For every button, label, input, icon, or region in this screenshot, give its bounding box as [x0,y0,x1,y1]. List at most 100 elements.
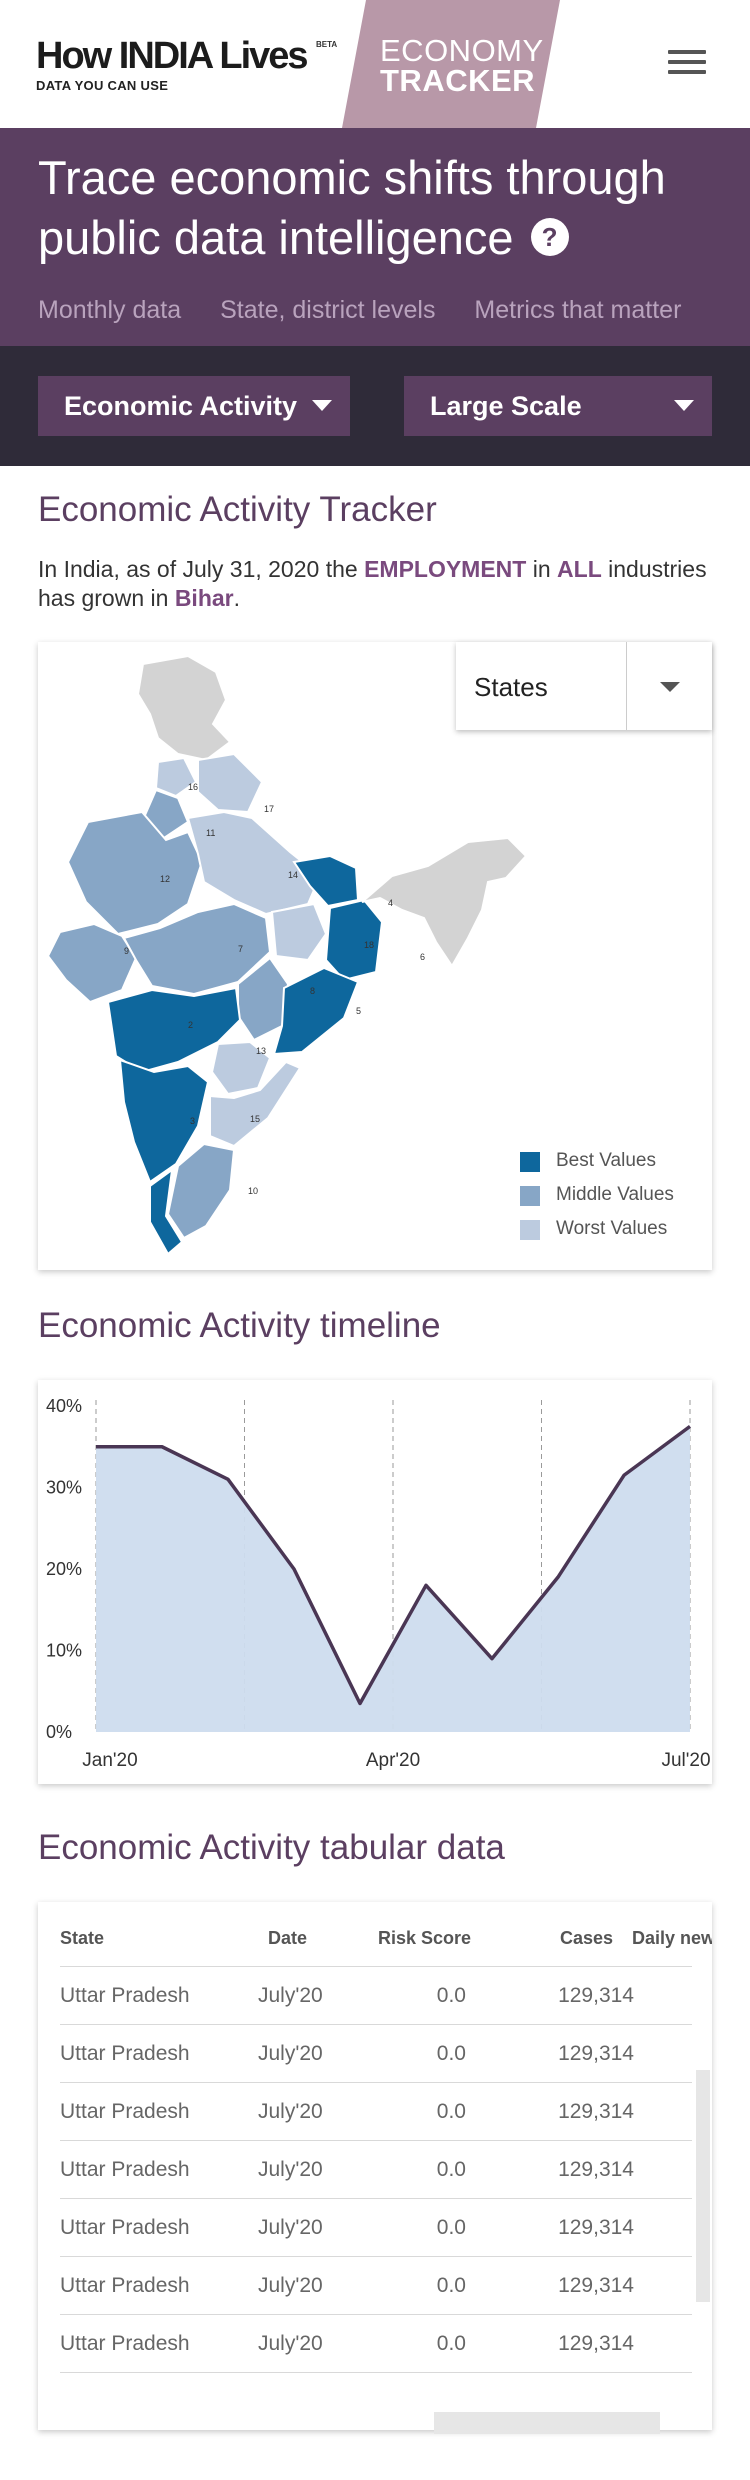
tracker-summary: In India, as of July 31, 2020 the EMPLOY… [38,556,707,611]
column-header-risk-score[interactable]: Risk Score [378,1928,472,1948]
region-level-select[interactable]: States [456,642,712,730]
state-number-label: 4 [388,898,393,908]
map-state-12[interactable] [66,810,204,936]
timeline-line [96,1424,692,1706]
data-table: State Date Risk Score Cases Daily new ca… [60,1902,712,2442]
scale-dropdown-label: Large Scale [430,391,582,421]
summary-region: Bihar [174,585,234,611]
cell-cases: 129,314 [558,2042,634,2065]
cell-cases: 129,314 [558,2274,634,2297]
cell-risk-score: 0.0 [436,2042,466,2065]
state-number-label: 5 [356,1006,361,1016]
cell-risk-score: 0.0 [436,2100,466,2123]
region-level-label: States [474,672,548,702]
timeline-chart: 40% 30% 20% 10% 0% Jan'20 Apr'20 Jul'20 [46,1396,711,1771]
state-number-label: 10 [248,1186,258,1196]
hamburger-icon[interactable] [668,50,706,78]
chevron-down-icon [312,400,332,411]
map-state-17[interactable] [197,752,264,814]
summary-scope: ALL [557,556,602,582]
map-state-7[interactable] [122,902,272,996]
india-map-card: 16 17 11 12 14 18 9 7 8 4 6 2 13 3 15 10… [38,642,712,1270]
table-title: Economic Activity tabular data [38,1828,505,1867]
cell-date: July'20 [258,2100,323,2123]
map-state-3[interactable] [118,1058,210,1184]
cell-cases: 129,314 [558,2158,634,2181]
tracker-title-line2: TRACKER [380,63,536,98]
map-region-northeast[interactable] [361,836,528,968]
timeline-title: Economic Activity timeline [38,1306,441,1345]
y-tick-label: 40% [46,1396,82,1416]
map-state-15[interactable] [209,1060,302,1148]
state-number-label: 16 [188,782,198,792]
help-icon[interactable]: ? [530,218,569,256]
map-state-5[interactable] [272,966,360,1056]
tag-monthly: Monthly data [38,296,182,324]
state-number-label: 3 [190,1116,195,1126]
logo-wordmark: How INDIA Lives [36,35,309,77]
column-header-daily-new-cases[interactable]: Daily new cas [632,1928,712,1948]
map-region-north[interactable] [136,654,232,762]
state-number-label: 17 [264,804,274,814]
x-tick-label: Jan'20 [82,1750,137,1771]
cell-state: Uttar Pradesh [60,2332,190,2355]
data-table-card: State Date Risk Score Cases Daily new ca… [38,1902,712,2434]
cell-cases: 129,314 [558,2332,634,2355]
cell-risk-score: 0.0 [436,2274,466,2297]
tracker-title-line1: ECONOMY [380,33,544,68]
state-number-label: 12 [160,874,170,884]
chevron-down-icon [674,400,694,411]
legend-swatch-worst [520,1220,540,1240]
cell-date: July'20 [258,1984,323,2007]
map-state-14[interactable] [186,810,322,916]
y-tick-label: 30% [46,1478,82,1498]
timeline-chart-card: 40% 30% 20% 10% 0% Jan'20 Apr'20 Jul'20 [38,1380,712,1784]
cell-state: Uttar Pradesh [60,1984,190,2007]
vertical-scrollbar[interactable] [696,2070,710,2302]
map-state-9[interactable] [46,922,138,1004]
column-header-date[interactable]: Date [268,1928,308,1948]
cell-state: Uttar Pradesh [60,2158,190,2181]
summary-metric: EMPLOYMENT [364,556,527,582]
column-header-state[interactable]: State [60,1928,105,1948]
state-number-label: 8 [310,986,315,996]
map-state-16[interactable] [154,756,198,798]
category-dropdown-label: Economic Activity [64,391,298,421]
state-number-label: 7 [238,944,243,954]
map-state-18[interactable] [270,902,328,962]
state-number-label: 11 [206,828,215,838]
column-header-cases[interactable]: Cases [560,1928,614,1948]
x-tick-label: Apr'20 [366,1750,420,1771]
map-state-4[interactable] [292,854,360,908]
cell-state: Uttar Pradesh [60,2274,190,2297]
category-dropdown[interactable]: Economic Activity [38,376,350,436]
state-number-label: 15 [250,1114,260,1124]
cell-risk-score: 0.0 [436,2216,466,2239]
cell-risk-score: 0.0 [436,2332,466,2355]
cell-cases: 129,314 [558,1984,634,2007]
y-tick-label: 20% [46,1559,82,1579]
india-choropleth-map: 16 17 11 12 14 18 9 7 8 4 6 2 13 3 15 10… [46,654,528,1256]
map-state-kerala[interactable] [149,1167,184,1256]
logo-tagline: DATA YOU CAN USE [36,78,169,93]
cell-risk-score: 0.0 [436,1984,466,2007]
legend-swatch-best [520,1152,540,1172]
legend-swatch-middle [520,1186,540,1206]
state-number-label: 6 [420,952,425,962]
map-state-10[interactable] [166,1142,236,1240]
hero-banner: Trace economic shifts through public dat… [0,128,750,346]
cell-cases: 129,314 [558,2216,634,2239]
economy-tracker-badge[interactable]: ECONOMY TRACKER [342,0,560,128]
beta-badge: BETA [316,40,338,49]
y-tick-label: 10% [46,1641,82,1661]
site-logo[interactable]: How INDIA Lives BETA DATA YOU CAN USE [36,35,337,93]
cell-state: Uttar Pradesh [60,2042,190,2065]
cell-state: Uttar Pradesh [60,2216,190,2239]
scale-dropdown[interactable]: Large Scale [404,376,712,436]
chevron-down-icon [660,682,680,692]
cell-date: July'20 [258,2158,323,2181]
map-state-13[interactable] [210,1040,272,1096]
horizontal-scrollbar[interactable] [434,2412,660,2434]
filter-bar: Economic Activity Large Scale [0,346,750,466]
state-number-label: 18 [364,940,374,950]
